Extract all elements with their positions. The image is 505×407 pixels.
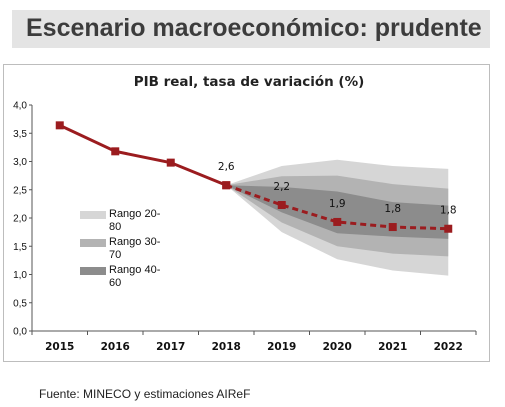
chart-title: PIB real, tasa de variación (%)	[133, 74, 365, 90]
source-note: Fuente: MINECO y estimaciones AIReF	[39, 387, 251, 401]
data-point-marker	[277, 201, 286, 210]
legend-item: Rango 20-80	[80, 208, 170, 236]
data-point-marker	[55, 121, 64, 130]
legend-item: Rango 30-70	[80, 236, 170, 264]
series-line-dashed	[225, 183, 449, 231]
data-point-marker	[388, 223, 397, 232]
data-label: 1,9	[329, 198, 346, 210]
legend-swatch	[80, 239, 106, 247]
data-label: 1,8	[384, 203, 401, 215]
legend-item: Rango 40-60	[80, 264, 170, 292]
x-tick-label: 2018	[212, 341, 241, 353]
header-bar: Escenario macroeconómico: prudente	[12, 10, 490, 48]
data-point-marker	[333, 217, 342, 226]
data-label: 1,8	[440, 205, 457, 217]
y-tick-label: 1,0	[13, 270, 27, 281]
x-tick-label: 2022	[434, 341, 463, 353]
series-line-solid	[59, 123, 227, 187]
y-tick-label: 3,5	[13, 129, 27, 140]
legend-swatch	[80, 267, 106, 275]
page-title: Escenario macroeconómico: prudente	[26, 14, 482, 42]
x-tick-label: 2021	[378, 341, 407, 353]
legend-label: Rango 30-70	[109, 236, 161, 261]
x-tick-label: 2019	[267, 341, 296, 353]
y-tick-label: 0,5	[13, 298, 27, 309]
data-point-marker	[444, 224, 453, 233]
legend-label: Rango 20-80	[109, 208, 161, 233]
legend-swatch	[80, 211, 106, 219]
x-tick-label: 2017	[156, 341, 185, 353]
y-tick-label: 4,0	[13, 101, 27, 112]
data-point-marker	[222, 181, 231, 190]
chart-frame	[3, 64, 490, 362]
y-tick-label: 2,0	[13, 214, 27, 225]
data-point-marker	[111, 147, 120, 156]
y-tick-label: 2,5	[13, 185, 27, 196]
x-tick-label: 2016	[101, 341, 130, 353]
y-tick-label: 1,5	[13, 242, 27, 253]
data-label: 2,2	[273, 181, 290, 193]
y-tick-label: 3,0	[13, 157, 27, 168]
data-label: 2,6	[218, 161, 235, 173]
legend-label: Rango 40-60	[109, 264, 161, 289]
chart-legend: Rango 20-80 Rango 30-70 Rango 40-60	[80, 208, 170, 292]
data-point-marker	[166, 158, 175, 167]
x-tick-label: 2020	[323, 341, 352, 353]
x-tick-label: 2015	[45, 341, 74, 353]
y-tick-label: 0,0	[13, 327, 27, 338]
